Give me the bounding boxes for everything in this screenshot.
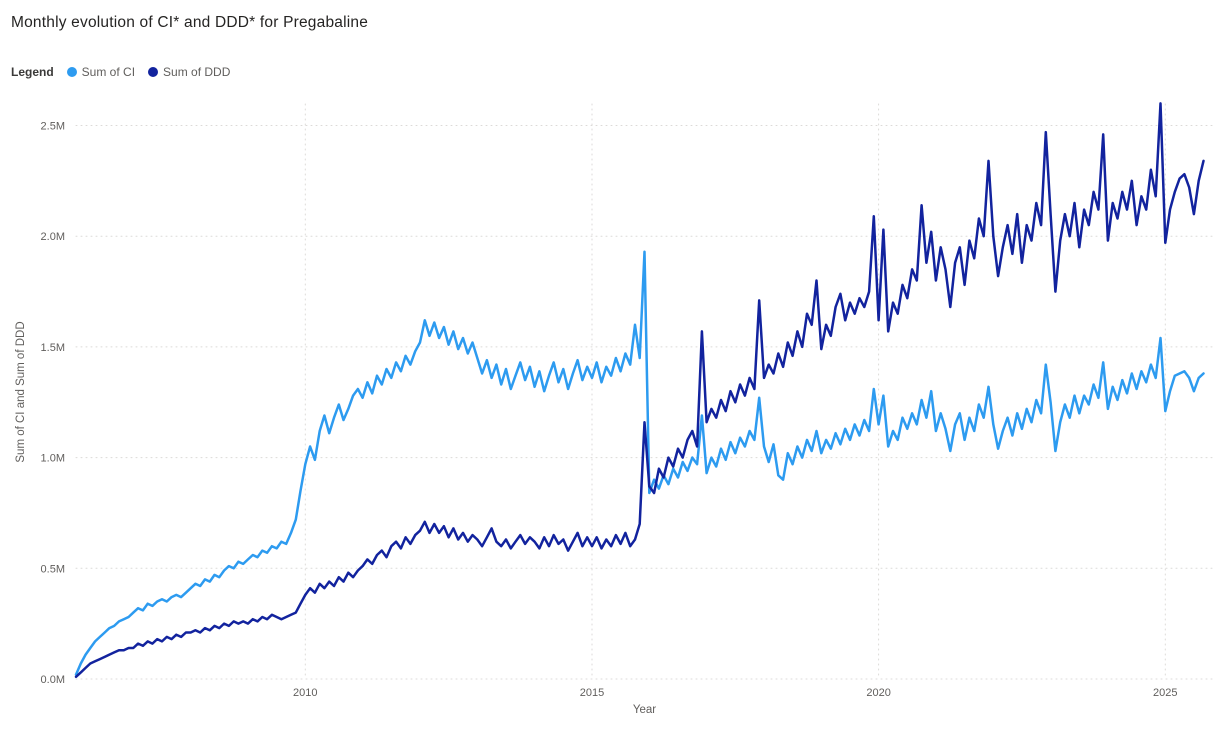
legend-title: Legend [11,65,54,79]
y-tick-label: 2.0M [41,231,65,243]
x-tick-label: 2020 [866,687,890,699]
y-tick-label: 1.5M [41,342,65,354]
legend: Legend Sum of CI Sum of DDD [11,65,230,79]
legend-swatch-ddd-icon [148,67,159,77]
x-axis-title: Year [632,704,657,716]
y-tick-label: 0.0M [41,674,65,686]
chart-title: Monthly evolution of CI* and DDD* for Pr… [11,14,369,31]
legend-item-sum-of-ddd[interactable]: Sum of DDD [148,65,230,79]
legend-label-sum-of-ci: Sum of CI [81,65,136,79]
x-tick-label: 2010 [293,687,317,699]
y-tick-label: 1.0M [41,453,65,465]
legend-label-sum-of-ddd: Sum of DDD [163,65,231,79]
x-tick-label: 2025 [1153,687,1177,699]
legend-item-sum-of-ci[interactable]: Sum of CI [66,65,136,79]
series-line-sum-of-ci[interactable] [74,250,1205,676]
x-tick-label: 2015 [580,687,604,699]
y-tick-label: 2.5M [41,121,65,133]
series-line-sum-of-ddd[interactable] [74,102,1205,679]
y-tick-label: 0.5M [41,563,65,575]
legend-swatch-ci-icon [66,67,77,77]
y-axis-title: Sum of CI and Sum of DDD [15,321,27,463]
